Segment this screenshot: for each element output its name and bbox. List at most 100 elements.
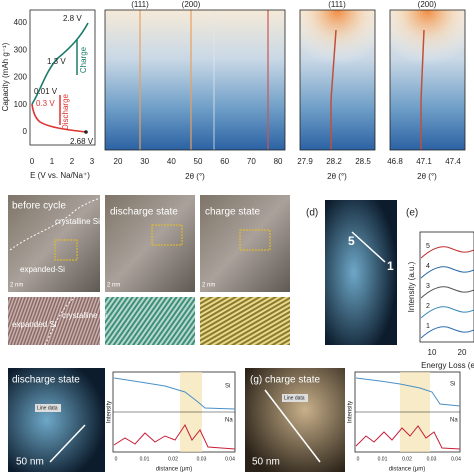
- zoom-box: [54, 239, 78, 261]
- tag-box: [35, 404, 61, 412]
- fft-strip: [200, 297, 290, 345]
- fft-strip: [105, 297, 195, 345]
- x-tick-label: 0.03: [427, 456, 437, 462]
- y-tick-label: 400: [14, 18, 28, 27]
- panel-heatmap: (111) (200) 2θ (°): [104, 0, 286, 181]
- x-tick-label: 10: [428, 348, 437, 357]
- series-label: Na: [450, 418, 458, 424]
- end-dot: [84, 130, 88, 134]
- x-tick-label: 27.9: [297, 157, 313, 166]
- tem-image: [200, 195, 290, 292]
- series-label: Si: [225, 384, 230, 390]
- tem-image: [105, 195, 195, 292]
- x-tick-label: 47.4: [445, 157, 461, 166]
- axis-label: Capacity (mAh g⁻¹): [1, 42, 10, 111]
- spectrum-label: 1: [426, 323, 430, 330]
- annotation: Charge: [79, 46, 88, 73]
- x-tick-label: 0.02: [402, 456, 412, 462]
- tem-image: [8, 195, 100, 292]
- scan-arrow: [49, 424, 86, 463]
- discharge-curve: [31, 103, 87, 133]
- scan-arrow: [264, 389, 321, 463]
- axis-label: distance (μm): [156, 467, 192, 473]
- image-label: (g) charge state: [250, 375, 320, 386]
- spectrum-label: 2: [426, 303, 430, 310]
- x-tick-label: 60: [220, 157, 229, 166]
- tag: Line data: [284, 395, 305, 401]
- annotation: 2.8 V: [63, 14, 82, 23]
- image-label: charge state: [205, 207, 260, 218]
- image-label: expanded Si: [12, 320, 57, 329]
- annotation: 0.3 V: [36, 99, 55, 108]
- annotation: 0.01 V: [34, 87, 58, 96]
- x-tick-label: 80: [274, 157, 283, 166]
- spectrum: [420, 326, 474, 339]
- series-label: Na: [225, 418, 233, 424]
- na-profile: [113, 423, 236, 450]
- axis-label: E (V vs. Na/Na⁺): [30, 171, 90, 180]
- axis-label: Energy Loss (e: [421, 361, 474, 370]
- x-tick-label: 0.01: [140, 456, 150, 462]
- plot-frame: [29, 9, 96, 146]
- si-profile: [113, 377, 236, 410]
- heatmap: [105, 10, 285, 150]
- spectrum: [420, 266, 474, 279]
- point-label: 5: [348, 234, 355, 248]
- annotation: Discharge: [61, 93, 70, 130]
- scale-bar: 2 nm: [10, 283, 23, 289]
- x-tick-label: 1: [50, 157, 55, 166]
- image-label: discharge state: [12, 375, 80, 386]
- panel-letter: (e): [406, 208, 418, 219]
- x-tick-label: 0.04: [225, 456, 235, 462]
- stem-image: [245, 368, 345, 472]
- tag-box: [282, 394, 308, 402]
- x-tick-label: 20: [114, 157, 123, 166]
- fft-strip: [8, 297, 100, 345]
- x-tick-label: 46.8: [387, 157, 403, 166]
- image-label: before cycle: [12, 201, 66, 212]
- axis-label: 2θ (°): [417, 172, 437, 181]
- panel-title: (111): [328, 0, 346, 9]
- spectrum: [420, 246, 474, 259]
- si-profile: [355, 377, 461, 407]
- x-tick-label: 0: [30, 157, 35, 166]
- x-tick-label: 20: [458, 348, 467, 357]
- panel-a: 2.8 V 1.3 V Charge 0.01 V 0.3 V Discharg…: [1, 9, 96, 180]
- x-tick-label: 0: [357, 456, 360, 462]
- panel-letter: (d): [306, 208, 318, 219]
- x-tick-label: 2: [70, 157, 75, 166]
- tag: Line data: [37, 405, 58, 411]
- plot-frame: [389, 9, 466, 151]
- x-tick-label: 30: [140, 157, 149, 166]
- image-label: expanded-Si: [20, 265, 65, 274]
- scan-arrow: [351, 231, 386, 263]
- x-tick-label: 70: [247, 157, 256, 166]
- scale-bar: 50 nm: [252, 457, 280, 468]
- zoom-box: [151, 224, 183, 246]
- shift-arrow: [420, 29, 425, 150]
- shift-arrow: [330, 29, 337, 150]
- x-tick-label: 28.2: [326, 157, 342, 166]
- panel-g: (g) charge state Line data 50 nm Si Na I…: [245, 368, 461, 473]
- plot-frame: [104, 9, 286, 151]
- panel-f: discharge state Line data 50 nm Si Na In…: [8, 368, 236, 473]
- image-label: crystalline Si: [55, 217, 100, 226]
- panel-e: (e) Intensity (a.u.) Energy Loss (e: [406, 208, 474, 370]
- charge-curve: [31, 22, 89, 105]
- panel-tem: before cycle crystalline Si expanded-Si …: [8, 195, 290, 346]
- x-tick-label: 0: [115, 456, 118, 462]
- axis-label: Intensity: [107, 401, 113, 423]
- axis-label: Intensity (a.u.): [407, 261, 416, 312]
- boundary: [44, 296, 76, 346]
- spectrum-label: 3: [426, 283, 430, 290]
- x-tick-label: 3: [90, 157, 95, 166]
- annotation: 2.68 V: [70, 137, 94, 146]
- axis-label: Intensity: [348, 401, 354, 423]
- x-tick-label: 50: [194, 157, 203, 166]
- heatmap-hot: [300, 10, 375, 90]
- boundary: [9, 197, 101, 251]
- x-tick-label: 0.02: [168, 456, 178, 462]
- x-tick-label: 40: [167, 157, 176, 166]
- spectrum: [420, 306, 474, 319]
